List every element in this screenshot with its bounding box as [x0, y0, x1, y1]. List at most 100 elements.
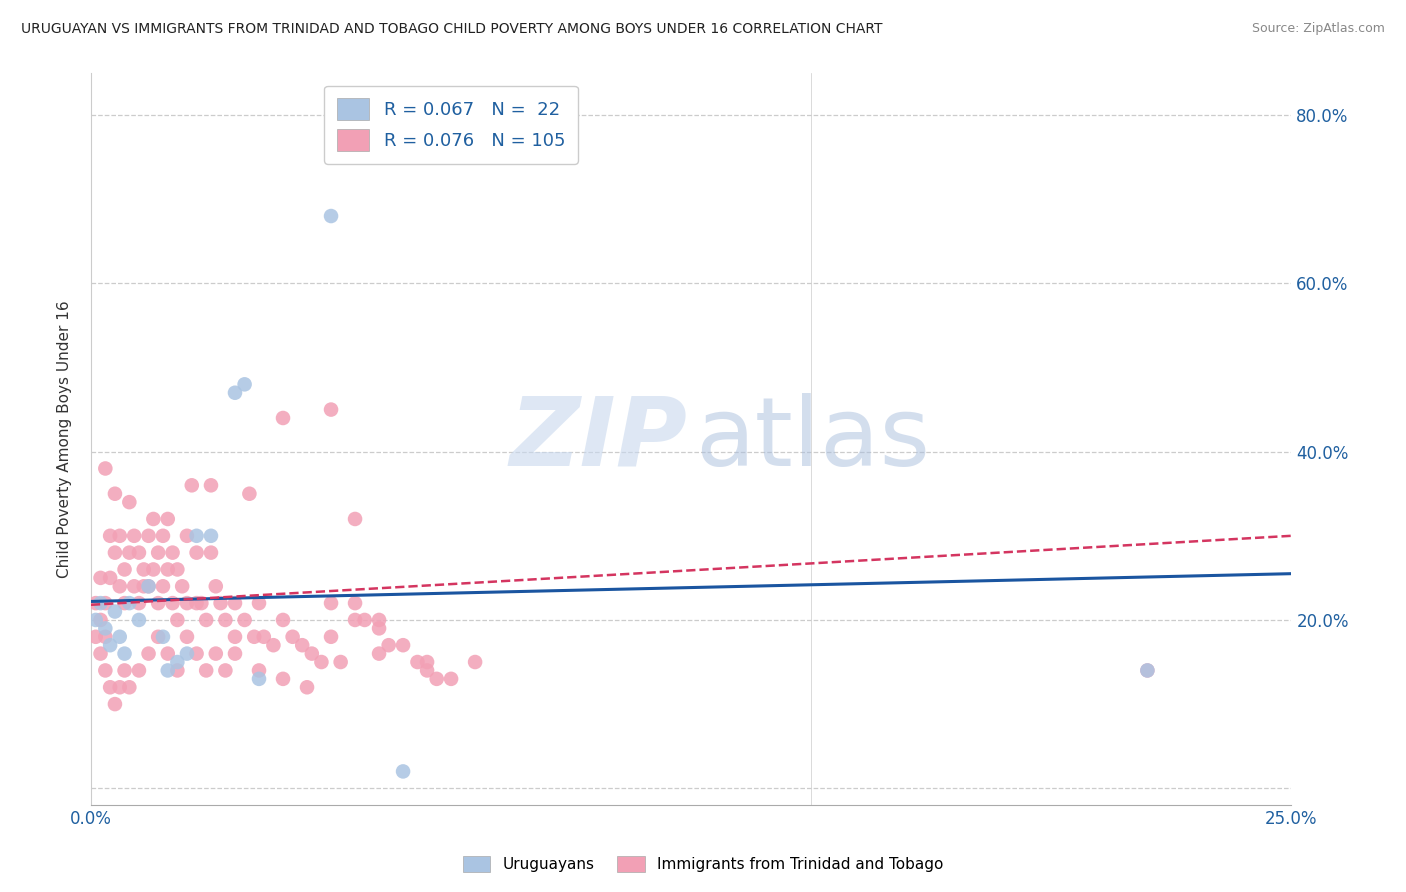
Point — [247, 664, 270, 678]
Point — [190, 596, 212, 610]
Point — [104, 546, 127, 560]
Point — [104, 487, 127, 501]
Point — [377, 638, 399, 652]
Point — [84, 613, 107, 627]
Point — [176, 596, 198, 610]
Point — [195, 664, 218, 678]
Point — [104, 605, 127, 619]
Point — [108, 680, 131, 694]
Point — [253, 630, 276, 644]
Point — [247, 596, 270, 610]
Point — [84, 630, 107, 644]
Point — [416, 664, 439, 678]
Point — [224, 630, 246, 644]
Point — [94, 596, 117, 610]
Point — [118, 495, 141, 509]
Point — [156, 562, 179, 576]
Point — [233, 613, 256, 627]
Point — [128, 664, 150, 678]
Point — [114, 596, 136, 610]
Point — [344, 613, 367, 627]
Point — [344, 596, 367, 610]
Point — [243, 630, 266, 644]
Point — [464, 655, 486, 669]
Point — [233, 377, 256, 392]
Point — [262, 638, 284, 652]
Point — [98, 638, 121, 652]
Point — [138, 579, 160, 593]
Point — [186, 596, 208, 610]
Point — [426, 672, 449, 686]
Point — [368, 647, 391, 661]
Point — [146, 596, 169, 610]
Text: ZIP: ZIP — [510, 392, 688, 485]
Point — [152, 529, 174, 543]
Point — [200, 546, 222, 560]
Point — [195, 613, 218, 627]
Point — [319, 209, 342, 223]
Point — [114, 664, 136, 678]
Point — [146, 546, 169, 560]
Point — [90, 596, 112, 610]
Point — [166, 613, 188, 627]
Point — [186, 647, 208, 661]
Point — [186, 546, 208, 560]
Point — [281, 630, 304, 644]
Point — [295, 680, 318, 694]
Point — [94, 630, 117, 644]
Point — [392, 638, 415, 652]
Y-axis label: Child Poverty Among Boys Under 16: Child Poverty Among Boys Under 16 — [58, 301, 72, 578]
Point — [152, 579, 174, 593]
Point — [271, 613, 294, 627]
Point — [84, 596, 107, 610]
Point — [156, 512, 179, 526]
Point — [104, 697, 127, 711]
Point — [224, 647, 246, 661]
Point — [114, 562, 136, 576]
Point — [138, 529, 160, 543]
Point — [214, 613, 236, 627]
Point — [416, 655, 439, 669]
Point — [166, 655, 188, 669]
Point — [247, 672, 270, 686]
Point — [200, 529, 222, 543]
Point — [122, 529, 145, 543]
Point — [1136, 664, 1159, 678]
Point — [108, 529, 131, 543]
Point — [122, 579, 145, 593]
Point — [291, 638, 314, 652]
Point — [98, 680, 121, 694]
Point — [108, 630, 131, 644]
Text: atlas: atlas — [695, 392, 929, 485]
Point — [238, 487, 260, 501]
Point — [271, 672, 294, 686]
Point — [172, 579, 194, 593]
Point — [214, 664, 236, 678]
Point — [406, 655, 429, 669]
Point — [440, 672, 463, 686]
Text: Source: ZipAtlas.com: Source: ZipAtlas.com — [1251, 22, 1385, 36]
Point — [138, 647, 160, 661]
Point — [156, 647, 179, 661]
Point — [204, 579, 226, 593]
Point — [146, 630, 169, 644]
Point — [142, 562, 165, 576]
Point — [108, 579, 131, 593]
Text: URUGUAYAN VS IMMIGRANTS FROM TRINIDAD AND TOBAGO CHILD POVERTY AMONG BOYS UNDER : URUGUAYAN VS IMMIGRANTS FROM TRINIDAD AN… — [21, 22, 883, 37]
Point — [186, 529, 208, 543]
Point — [132, 579, 155, 593]
Point — [224, 596, 246, 610]
Point — [319, 630, 342, 644]
Point — [98, 529, 121, 543]
Point — [98, 571, 121, 585]
Point — [311, 655, 333, 669]
Point — [319, 402, 342, 417]
Point — [200, 478, 222, 492]
Point — [368, 621, 391, 635]
Point — [271, 411, 294, 425]
Point — [1136, 664, 1159, 678]
Point — [301, 647, 323, 661]
Point — [166, 664, 188, 678]
Point — [344, 512, 367, 526]
Point — [329, 655, 352, 669]
